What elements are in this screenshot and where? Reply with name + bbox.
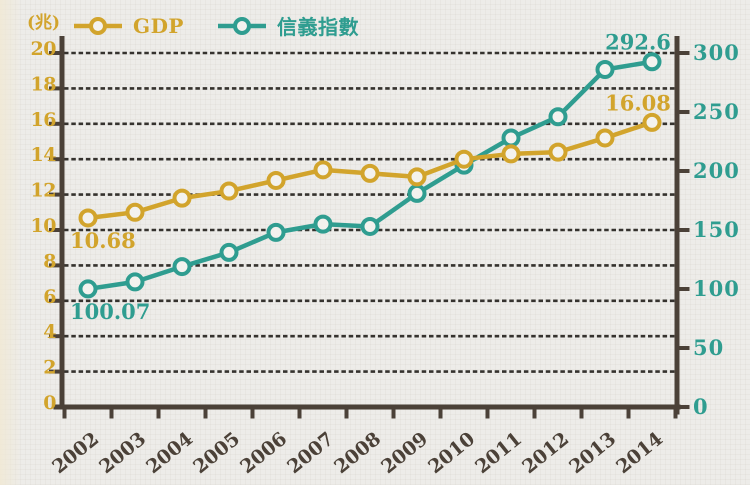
left-tick-label: 10 <box>31 215 57 237</box>
gdp-marker <box>454 149 474 169</box>
gdp-series <box>78 112 662 228</box>
right-tick-label: 300 <box>693 40 740 65</box>
x-tick-label: 2002 <box>48 428 103 478</box>
sinyi-marker <box>360 216 380 236</box>
gdp-marker <box>360 163 380 183</box>
sinyi-series <box>78 52 662 299</box>
axis-ticks <box>49 51 690 419</box>
gdp-marker <box>642 112 662 132</box>
x-tick-label: 2005 <box>189 428 244 478</box>
gdp-marker <box>266 170 286 190</box>
x-tick-label: 2003 <box>95 428 150 478</box>
gdp-marker <box>219 181 239 201</box>
gdp-marker <box>501 144 521 164</box>
gdp-marker <box>78 208 98 228</box>
left-tick-label: 4 <box>43 321 56 343</box>
gdp-marker <box>548 142 568 162</box>
x-tick-label: 2014 <box>612 428 667 478</box>
right-axis-labels: 0 50 100 150 200 250 300 <box>693 40 740 419</box>
sinyi-marker <box>501 128 521 148</box>
legend-item-gdp: GDP <box>72 14 184 38</box>
x-tick-label: 2008 <box>330 428 385 478</box>
x-tick-label: 2010 <box>424 428 479 478</box>
data-labels: 10.68 100.07 16.08 292.6 <box>70 30 671 324</box>
left-axis-unit-label: (兆) <box>27 13 61 33</box>
sinyi-marker <box>642 52 662 72</box>
x-tick-label: 2007 <box>283 428 338 478</box>
left-tick-label: 18 <box>31 73 57 95</box>
sinyi-marker <box>313 214 333 234</box>
chart-legend: GDP 信義指數 <box>72 11 359 40</box>
x-tick-label: 2006 <box>236 428 291 478</box>
annotation-label: 10.68 <box>70 228 136 253</box>
left-tick-label: 20 <box>31 38 57 60</box>
sinyi-marker <box>78 279 98 299</box>
sinyi-marker <box>219 242 239 262</box>
x-tick-label: 2013 <box>565 428 620 478</box>
right-tick-label: 100 <box>693 276 740 301</box>
left-tick-label: 6 <box>43 286 56 308</box>
left-tick-label: 16 <box>31 109 57 131</box>
right-tick-label: 150 <box>693 217 740 242</box>
gdp-marker <box>172 188 192 208</box>
annotation-label: 292.6 <box>605 30 671 55</box>
right-tick-label: 250 <box>693 99 740 124</box>
x-axis-labels: 2002200320042005200620072008200920102011… <box>48 428 667 478</box>
sinyi-marker <box>172 257 192 277</box>
right-tick-label: 0 <box>693 394 709 419</box>
x-tick-label: 2009 <box>377 428 432 478</box>
sinyi-marker <box>595 60 615 80</box>
sinyi-marker <box>548 107 568 127</box>
left-tick-label: 14 <box>31 144 57 166</box>
sinyi-marker <box>266 222 286 242</box>
gdp-marker <box>595 128 615 148</box>
x-tick-label: 2011 <box>471 428 526 478</box>
gdp-marker <box>125 202 145 222</box>
gdp-marker <box>313 160 333 180</box>
sinyi-marker <box>407 183 427 203</box>
left-tick-label: 2 <box>43 357 56 379</box>
sinyi-line-marker-icon <box>217 16 266 35</box>
annotation-label: 100.07 <box>70 299 150 324</box>
left-tick-label: 8 <box>43 250 56 272</box>
right-tick-label: 200 <box>693 158 740 183</box>
legend-label-gdp: GDP <box>133 13 184 38</box>
gdp-marker <box>407 167 427 187</box>
gdp-line-marker-icon <box>74 16 122 35</box>
right-tick-label: 50 <box>693 335 724 360</box>
left-axis-labels: 0 2 4 6 8 10 12 14 16 18 20 <box>31 38 57 414</box>
gridlines <box>64 51 677 373</box>
x-tick-label: 2012 <box>518 428 573 478</box>
legend-label-sinyi: 信義指數 <box>276 15 359 39</box>
left-tick-label: 12 <box>31 180 56 202</box>
annotation-label: 16.08 <box>605 90 671 115</box>
sinyi-marker <box>125 272 145 292</box>
left-tick-label: 0 <box>43 392 56 414</box>
legend-item-sinyi: 信義指數 <box>216 11 359 40</box>
x-tick-label: 2004 <box>142 428 197 478</box>
